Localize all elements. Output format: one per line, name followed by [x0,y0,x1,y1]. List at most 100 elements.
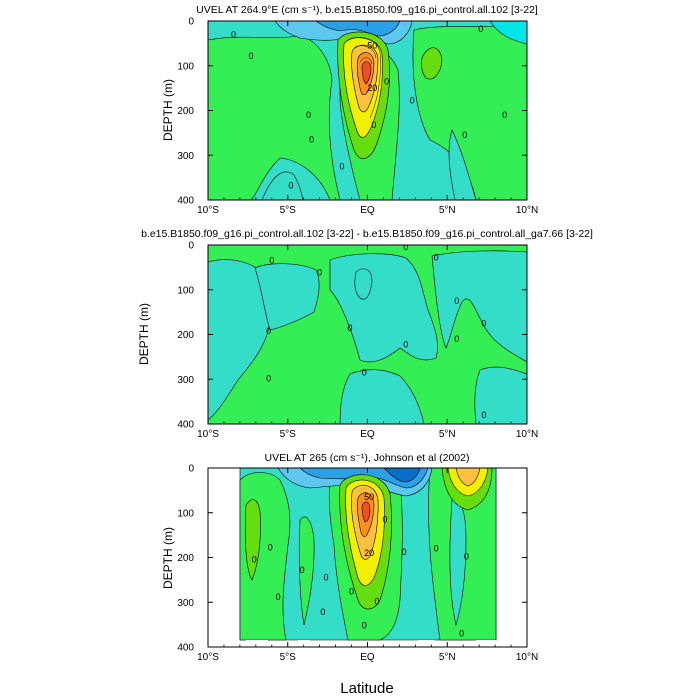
x-tick-label: 10°N [516,429,538,440]
contour-label: 20 [364,548,374,558]
x-tick-label: EQ [360,429,375,440]
contour-label: 0 [309,135,314,145]
y-tick-label: 200 [177,553,194,564]
contour-label: 20 [367,83,377,93]
contour-label: 0 [231,29,236,39]
panel1-blue-top [315,21,401,37]
x-tick-label: 5°S [280,205,297,216]
y-tick-label: 400 [177,196,194,207]
panel2-contour-fills [208,250,527,424]
panel1-cyan-ne [489,21,527,45]
panel-observations: UVEL AT 265 (cm s⁻¹), Johnson et al (200… [161,452,538,663]
panel1-contour-label-layer: 0 0 0 0 0 0 0 0 0 0 0 0 50 20 [231,24,507,191]
contour-label: 0 [320,607,325,617]
x-tick-label: EQ [360,652,375,663]
y-tick-label: 200 [177,106,194,117]
contour-label: 0 [269,256,274,266]
panel1-contour-lines [347,37,381,119]
contour-label: 0 [434,253,439,263]
contour-label: 0 [383,514,388,524]
panel-model-uvel: UVEL AT 264.9°E (cm s⁻¹), b.e15.B1850.f0… [161,4,538,216]
contour-label: 0 [481,318,486,328]
panel3-contour-label-layer: 0 0 0 0 0 0 0 0 0 0 0 0 0 0 50 20 [252,492,469,639]
x-tick-label: 10°S [197,652,219,663]
panel1-green-west [208,35,341,200]
panel1-core-red [361,61,372,85]
y-tick-label: 0 [188,17,194,28]
contour-label: 0 [384,76,389,86]
panel1-ylabel: DEPTH (m) [161,79,175,141]
contour-label: 0 [502,110,507,120]
contour-label: 0 [362,368,367,378]
panel2-cyan-central-inner [354,268,373,300]
panel1-cyan-e-wedge [448,129,477,200]
y-tick-label: 100 [177,285,194,296]
panel3-orange-east [455,468,481,487]
y-tick-label: 100 [177,61,194,72]
contour-label: 0 [266,373,271,383]
contour-label: 0 [410,96,415,106]
panel3-green-w2 [298,516,315,626]
panel3-cyan-east-inner [449,499,467,627]
contour-label: 0 [268,543,273,553]
panel2-axis-ticks: 10°S 5°S EQ 5°N 10°N 0 100 200 300 400 [177,241,538,441]
contour-label: 0 [306,110,311,120]
panel2-cyan-west-2 [254,263,320,331]
panel2-contour-label-layer: 0 0 0 0 0 0 0 0 0 0 0 0 0 [266,245,486,420]
x-tick-label: EQ [360,205,375,216]
panel-difference: b.e15.B1850.f09_g16.pi_control.all.102 [… [137,228,593,440]
panel3-lime-w [244,499,261,581]
contour-label: 0 [349,587,354,597]
panel3-title: UVEL AT 265 (cm s⁻¹), Johnson et al (200… [265,452,470,464]
panel2-cyan-se [474,366,527,424]
panel3-bottom-gaps [246,640,496,647]
panel3-deep-blue-top [383,468,421,483]
y-tick-label: 0 [188,241,194,252]
panel2-cyan-south [339,369,425,424]
x-tick-label: 5°N [439,652,456,663]
contour-label: 50 [367,41,377,51]
contour-label: 0 [347,323,352,333]
contour-label: 0 [317,268,322,278]
x-tick-label: 5°S [280,652,297,663]
panel1-lime-patch [421,47,443,80]
contour-label: 0 [464,552,469,562]
contour-label: 0 [252,555,257,565]
contour-label: 0 [249,51,254,61]
y-tick-label: 300 [177,151,194,162]
contour-label: 0 [454,296,459,306]
panel1-title: UVEL AT 264.9°E (cm s⁻¹), b.e15.B1850.f0… [196,4,538,16]
y-tick-label: 300 [177,375,194,386]
panel1-contour-fills [208,21,527,200]
y-tick-label: 300 [177,598,194,609]
y-tick-label: 0 [188,464,194,475]
panel1-cyan-sw [261,171,304,200]
panel3-ylabel: DEPTH (m) [161,527,175,589]
contour-label: 0 [478,24,483,34]
contour-label: 0 [459,629,464,639]
contour-label: 0 [324,573,329,583]
contour-label: 50 [364,492,374,502]
contour-label: 0 [403,339,408,349]
contour-label: 0 [454,334,459,344]
contour-label: 0 [481,410,486,420]
contour-label: 0 [276,592,281,602]
x-tick-label: 5°N [439,429,456,440]
contour-label: 0 [375,596,380,606]
contour-label: 0 [266,326,271,336]
x-tick-label: 10°S [197,205,219,216]
contour-label: 0 [288,181,293,191]
panel3-contour-fills [239,468,497,641]
x-tick-label: 5°S [280,429,297,440]
contour-label: 0 [434,544,439,554]
contour-label: 0 [371,120,376,130]
figure-xlabel: Latitude [340,680,393,697]
x-tick-label: 10°S [197,429,219,440]
y-tick-label: 200 [177,330,194,341]
x-tick-label: 10°N [516,652,538,663]
contour-label: 0 [462,130,467,140]
y-tick-label: 400 [177,420,194,431]
panel2-cyan-east [431,250,527,363]
